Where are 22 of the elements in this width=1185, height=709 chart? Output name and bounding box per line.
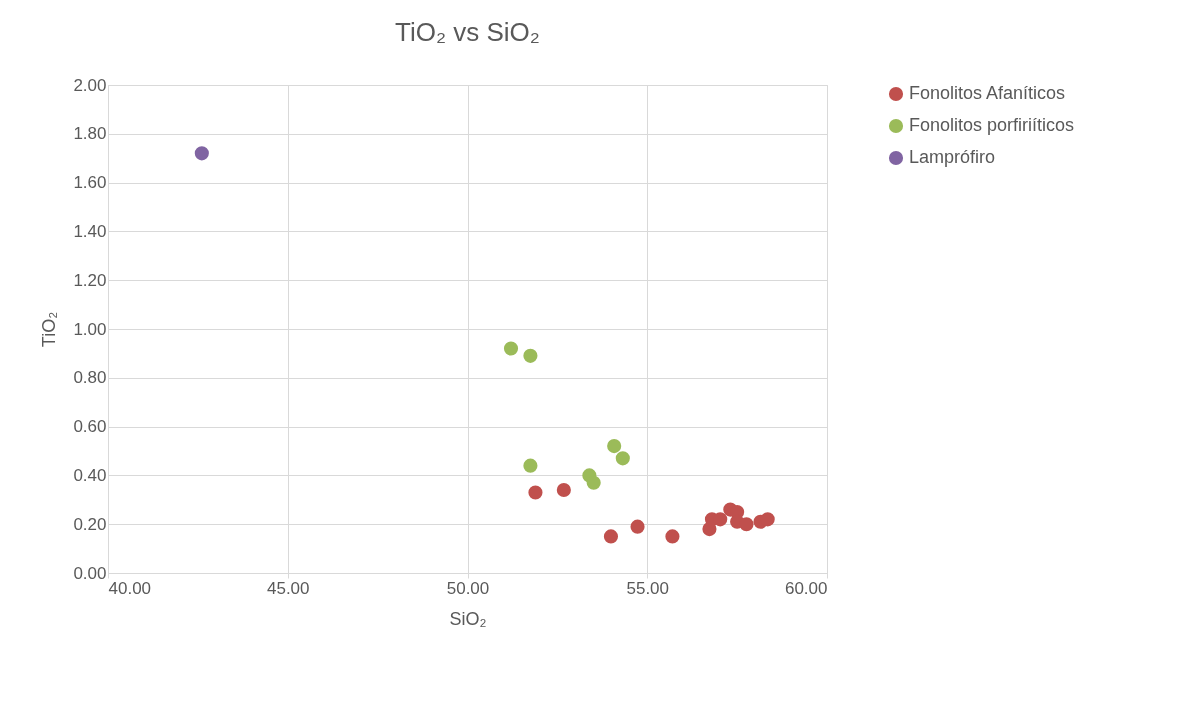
y-tick-label: 1.00 xyxy=(73,319,107,339)
y-axis-title: TiO₂ xyxy=(39,311,60,348)
y-tick-label: 1.40 xyxy=(73,221,107,241)
y-tick-label: 0.40 xyxy=(73,465,107,485)
x-tick-label: 45.00 xyxy=(266,578,310,598)
y-tick-label: 0.60 xyxy=(73,417,107,437)
y-tick-label: 0.00 xyxy=(73,563,107,583)
x-tick-label: 55.00 xyxy=(626,578,670,598)
legend-label: Lamprófiro xyxy=(909,147,996,167)
y-tick-label: 0.20 xyxy=(73,514,107,534)
legend-label: Fonolitos porfiriíticos xyxy=(909,115,1075,135)
chart-title: TiO₂ vs SiO₂ xyxy=(395,17,540,47)
x-tick-label: 50.00 xyxy=(446,578,490,598)
legend-label: Fonolitos Afaníticos xyxy=(909,83,1066,103)
x-tick-label: 60.00 xyxy=(784,578,828,598)
y-tick-label: 1.20 xyxy=(73,270,107,290)
x-axis-title: SiO₂ xyxy=(449,608,487,629)
y-tick-label: 2.00 xyxy=(73,75,107,95)
y-tick-label: 0.80 xyxy=(73,368,107,388)
y-tick-label: 1.80 xyxy=(73,124,107,144)
y-tick-label: 1.60 xyxy=(73,173,107,193)
x-tick-label: 40.00 xyxy=(108,578,152,598)
